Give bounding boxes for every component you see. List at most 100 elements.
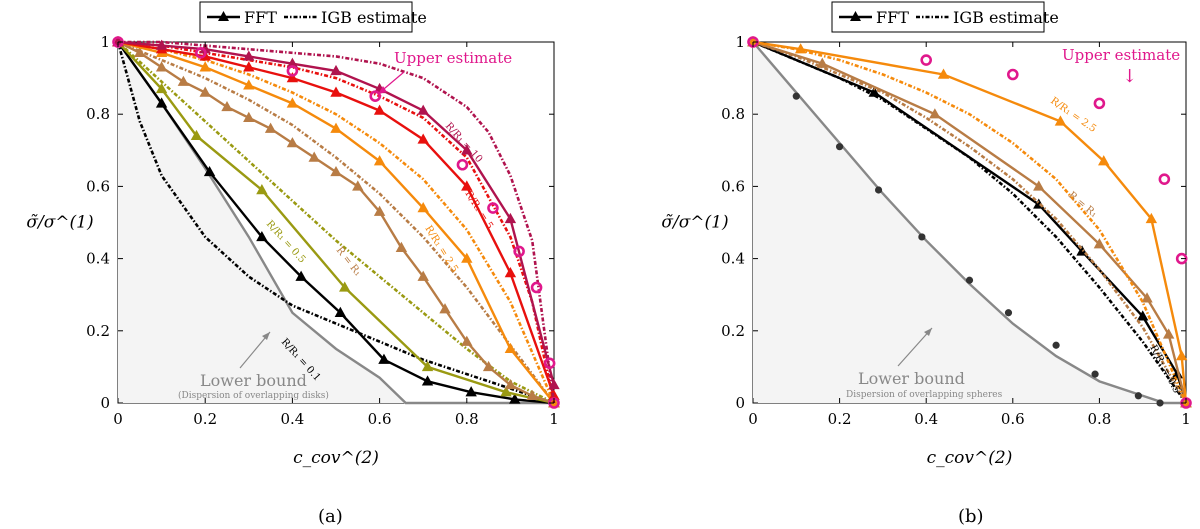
fft-point: [295, 270, 307, 281]
upper-estimate-point: [1158, 173, 1171, 185]
upper-estimate-point: [513, 245, 525, 258]
fft-point: [177, 75, 190, 86]
y-tick-label: 1: [735, 33, 745, 51]
fft-point: [221, 100, 233, 112]
lower-bound-point: [965, 276, 974, 284]
fft-point: [243, 50, 255, 61]
x-tick-label: 0.4: [914, 410, 938, 428]
fft-point: [330, 86, 342, 97]
plot-layer-a: [112, 36, 560, 409]
fft-point: [378, 353, 390, 364]
fft-point: [1162, 328, 1175, 339]
upper-estimate-point: [487, 202, 499, 214]
legend-igb-label: IGB estimate: [953, 8, 1059, 27]
x-axis-label: c_cov^(2): [293, 448, 379, 468]
x-tick-label: 0.2: [193, 410, 217, 428]
legend-a: FFT IGB estimate: [199, 1, 427, 33]
fft-point: [352, 180, 364, 191]
lower-bound-point: [1156, 399, 1164, 407]
fft-point: [417, 104, 429, 115]
fft-point: [134, 46, 146, 58]
fft-point: [1098, 155, 1110, 166]
x-axis-label: c_cov^(2): [927, 448, 1013, 468]
fft-point: [747, 36, 759, 47]
fft-line: [752, 40, 1188, 404]
fft-point: [937, 68, 950, 79]
lower-bound-point: [1091, 370, 1099, 378]
y-axis-label: σ̃/σ^(1): [26, 213, 93, 233]
plot-layer-b: [747, 36, 1192, 409]
lower-bound-point: [1004, 309, 1013, 317]
fft-point: [330, 64, 342, 76]
x-tick-label: 0: [113, 410, 123, 428]
x-tick-label: 0.8: [1087, 410, 1111, 428]
y-tick-label: 1: [100, 33, 110, 51]
igb-line: [752, 40, 1188, 404]
y-tick-label: 0: [100, 394, 110, 412]
x-tick-label: 0.6: [368, 410, 392, 428]
fft-point: [504, 342, 517, 354]
fft-point: [286, 97, 299, 108]
fft-point: [339, 281, 351, 292]
fft-point: [504, 267, 517, 278]
y-tick-label: 0.4: [86, 250, 110, 268]
y-tick-label: 0: [735, 394, 745, 412]
lower-bound-shade: [753, 42, 1186, 403]
fft-point: [1145, 212, 1158, 224]
x-tick-label: 0.8: [455, 410, 479, 428]
fft-point: [286, 72, 299, 83]
x-tick-label: 0.6: [1001, 410, 1025, 428]
curve-label-a-1: R/R₁ = 0.5: [264, 219, 308, 266]
fft-point: [417, 202, 429, 213]
fft-point: [548, 378, 560, 390]
upper-estimate-point: [530, 281, 543, 294]
fft-point: [199, 61, 211, 72]
y-tick-label: 0.2: [86, 322, 110, 340]
fft-point: [330, 122, 342, 133]
legend-igb-label: IGB estimate: [321, 8, 427, 27]
fft-point: [504, 212, 517, 224]
lower-bound-sublabel-b: Dispersion of overlapping spheres: [846, 390, 1003, 400]
fft-point: [256, 184, 268, 195]
x-tick-label: 0.2: [828, 410, 852, 428]
fft-point: [439, 303, 451, 314]
upper-estimate-point: [1006, 68, 1019, 81]
fft-point: [417, 270, 429, 281]
fft-point: [286, 137, 299, 148]
fft-point: [373, 104, 386, 115]
upper-estimate-arrow-b: ↓: [1122, 66, 1137, 87]
y-axis-label: σ̃/σ^(1): [661, 213, 728, 233]
fft-point: [929, 108, 941, 119]
lower-bound-point: [918, 233, 926, 241]
lower-bound-point: [792, 92, 800, 100]
fft-point: [461, 335, 473, 346]
fft-line: [117, 41, 555, 405]
upper-estimate-point: [543, 357, 556, 370]
chart-panel-b: FFT IGB estimate 0 0.2 0.4 0.6 0.8 1 0 0.2 0.4 0.…: [661, 1, 1192, 527]
fft-point: [155, 97, 168, 108]
fft-point: [1137, 310, 1149, 321]
lower-bound-point: [836, 143, 844, 151]
fft-point: [373, 155, 386, 166]
upper-estimate-label-a: Upper estimate: [394, 49, 512, 67]
lower-bound-point: [1052, 341, 1060, 349]
fft-point: [190, 129, 203, 141]
legend-triangle-marker: [218, 11, 229, 21]
lower-bound-label-b: Lower bound: [858, 369, 965, 388]
lower-bound-arrow-b: [897, 327, 933, 367]
fft-point: [243, 61, 255, 72]
lower-bound-arrowhead-b: [924, 328, 932, 336]
upper-estimate-point: [369, 90, 382, 102]
igb-line: [117, 40, 556, 404]
legend-fft-label: FFT: [876, 8, 909, 27]
x-tick-label: 1: [549, 410, 559, 428]
fft-point: [1175, 350, 1188, 361]
fft-point: [373, 205, 386, 216]
caption-a: (a): [318, 506, 343, 527]
fft-point: [264, 122, 277, 133]
y-tick-label: 0.6: [86, 177, 110, 195]
chart-panel-a: FFT IGB estimate 0 0.2 0.4 0.6 0.8 1 0 0.2 0.4 0.…: [26, 1, 560, 527]
lower-bound-arrowhead-a: [262, 332, 270, 340]
upper-estimate-point: [195, 47, 207, 59]
fft-point: [794, 43, 807, 54]
